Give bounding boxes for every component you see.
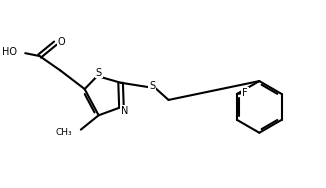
Text: F: F [242,88,248,98]
Text: O: O [57,37,65,47]
Text: HO: HO [2,47,17,57]
Text: S: S [149,81,155,91]
Text: CH₃: CH₃ [56,128,72,137]
Text: N: N [121,106,128,116]
Text: S: S [96,67,102,78]
